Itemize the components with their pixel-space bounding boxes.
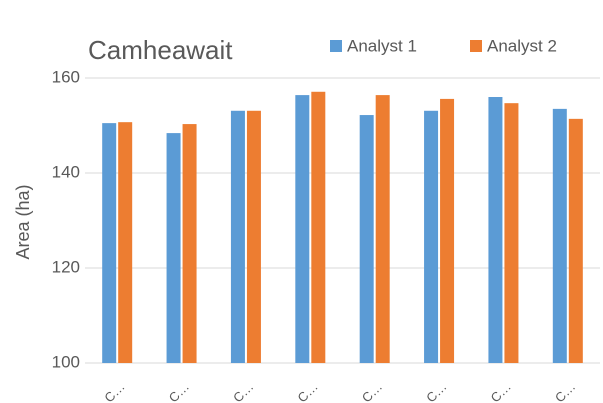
bar [118,122,133,363]
bar [230,110,245,364]
bar [359,115,374,363]
x-tick-label: C… [101,379,127,403]
legend-swatch [330,40,342,52]
bar [504,103,519,364]
x-tick-label: C… [294,379,320,403]
y-axis-label: Area (ha) [13,184,33,259]
legend-swatch [470,40,482,52]
bar [488,97,503,363]
y-tick-label: 100 [52,352,80,371]
x-tick-label: C… [423,379,449,403]
bar [166,133,181,363]
bar [440,98,455,364]
bar [182,124,197,363]
x-tick-label: C… [230,379,256,403]
x-tick-label: C… [488,379,514,403]
x-tick-label: C… [552,379,578,403]
bar [568,118,583,363]
y-tick-label: 140 [52,162,80,181]
x-tick-label: C… [359,379,385,403]
bar [375,95,390,363]
bar [424,110,439,364]
bar [102,123,117,363]
bar [246,110,261,364]
legend-label: Analyst 1 [347,36,417,55]
x-tick-label: C… [166,379,192,403]
y-tick-label: 160 [52,67,80,86]
bar [311,91,326,364]
bar [295,95,310,363]
chart-title: Camheawait [88,35,233,65]
legend-label: Analyst 2 [487,36,557,55]
bar [552,108,567,363]
y-tick-label: 120 [52,257,80,276]
